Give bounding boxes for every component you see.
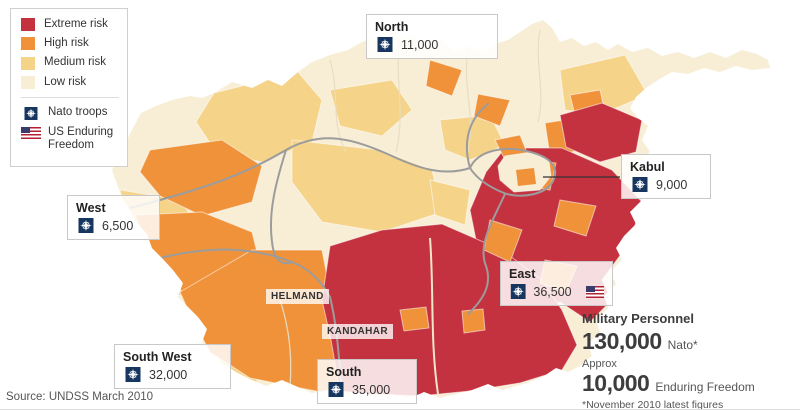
legend-item-low: Low risk <box>21 76 119 89</box>
region-label-south-west: South West 32,000 <box>114 344 231 389</box>
troop-count: 32,000 <box>149 367 188 382</box>
nato-flag-icon <box>509 284 527 299</box>
troop-count: 11,000 <box>401 37 439 52</box>
enduring-freedom-total: 10,000 <box>582 370 650 396</box>
legend-label: Low risk <box>44 75 87 88</box>
province-label-kandahar: KANDAHAR <box>322 324 393 339</box>
map-districts-high-risk <box>134 59 606 397</box>
troop-count: 6,500 <box>102 218 134 233</box>
region-name: Kabul <box>630 160 665 174</box>
legend-label: US Enduring Freedom <box>48 125 114 152</box>
nato-flag-icon <box>21 107 41 120</box>
region-label-west: West 6,500 <box>67 195 160 240</box>
legend-label: High risk <box>44 37 89 50</box>
province-label-helmand: HELMAND <box>266 289 329 304</box>
legend-item-medium: Medium risk <box>21 56 119 70</box>
legend-label: Extreme risk <box>44 18 108 30</box>
troop-count: 36,500 <box>533 284 572 299</box>
military-personnel-stats: Military Personnel 130,000 Nato* Approx … <box>582 311 796 410</box>
nato-flag-icon <box>326 382 346 397</box>
legend-item-high: High risk <box>21 37 119 51</box>
source-credit: Source: UNDSS March 2010 <box>6 391 154 403</box>
legend-label: Nato troops <box>48 105 108 118</box>
legend-item-nato: Nato troops <box>21 106 119 120</box>
nato-flag-icon <box>630 177 650 192</box>
nato-total-label: Nato* <box>667 338 698 352</box>
legend: Extreme risk High risk Medium risk Low r… <box>10 8 128 168</box>
us-flag-icon <box>585 285 604 298</box>
stats-footnote: *November 2010 latest figures <box>582 399 724 410</box>
region-label-kabul: Kabul 9,000 <box>621 154 711 199</box>
legend-item-us: US Enduring Freedom <box>21 126 119 152</box>
troop-count: 35,000 <box>352 382 391 397</box>
region-label-east: East 36,500 <box>500 261 613 306</box>
stats-title: Military Personnel <box>582 311 694 326</box>
region-name: West <box>76 201 106 215</box>
region-name: East <box>509 267 536 281</box>
us-flag-icon <box>21 126 41 139</box>
legend-divider <box>21 96 119 98</box>
nato-flag-icon <box>76 218 96 233</box>
enduring-freedom-label: Enduring Freedom <box>655 380 755 394</box>
extreme-risk-swatch <box>21 18 35 32</box>
region-label-south: South 35,000 <box>317 359 417 404</box>
approx-label: Approx <box>582 358 617 370</box>
medium-risk-swatch <box>21 56 35 70</box>
high-risk-swatch <box>21 37 35 51</box>
nato-flag-icon <box>123 367 143 382</box>
region-label-north: North 11,000 <box>366 14 498 59</box>
map-command-boundaries <box>129 103 557 395</box>
region-name: South <box>326 365 362 379</box>
legend-item-extreme: Extreme risk <box>21 18 119 32</box>
region-name: South West <box>123 350 192 364</box>
legend-label: Medium risk <box>44 56 106 69</box>
nato-total: 130,000 <box>582 328 662 354</box>
map-district-lines <box>279 29 542 395</box>
region-name: North <box>375 20 409 34</box>
troop-count: 9,000 <box>656 177 688 192</box>
low-risk-swatch <box>21 75 35 89</box>
nato-flag-icon <box>375 37 395 52</box>
